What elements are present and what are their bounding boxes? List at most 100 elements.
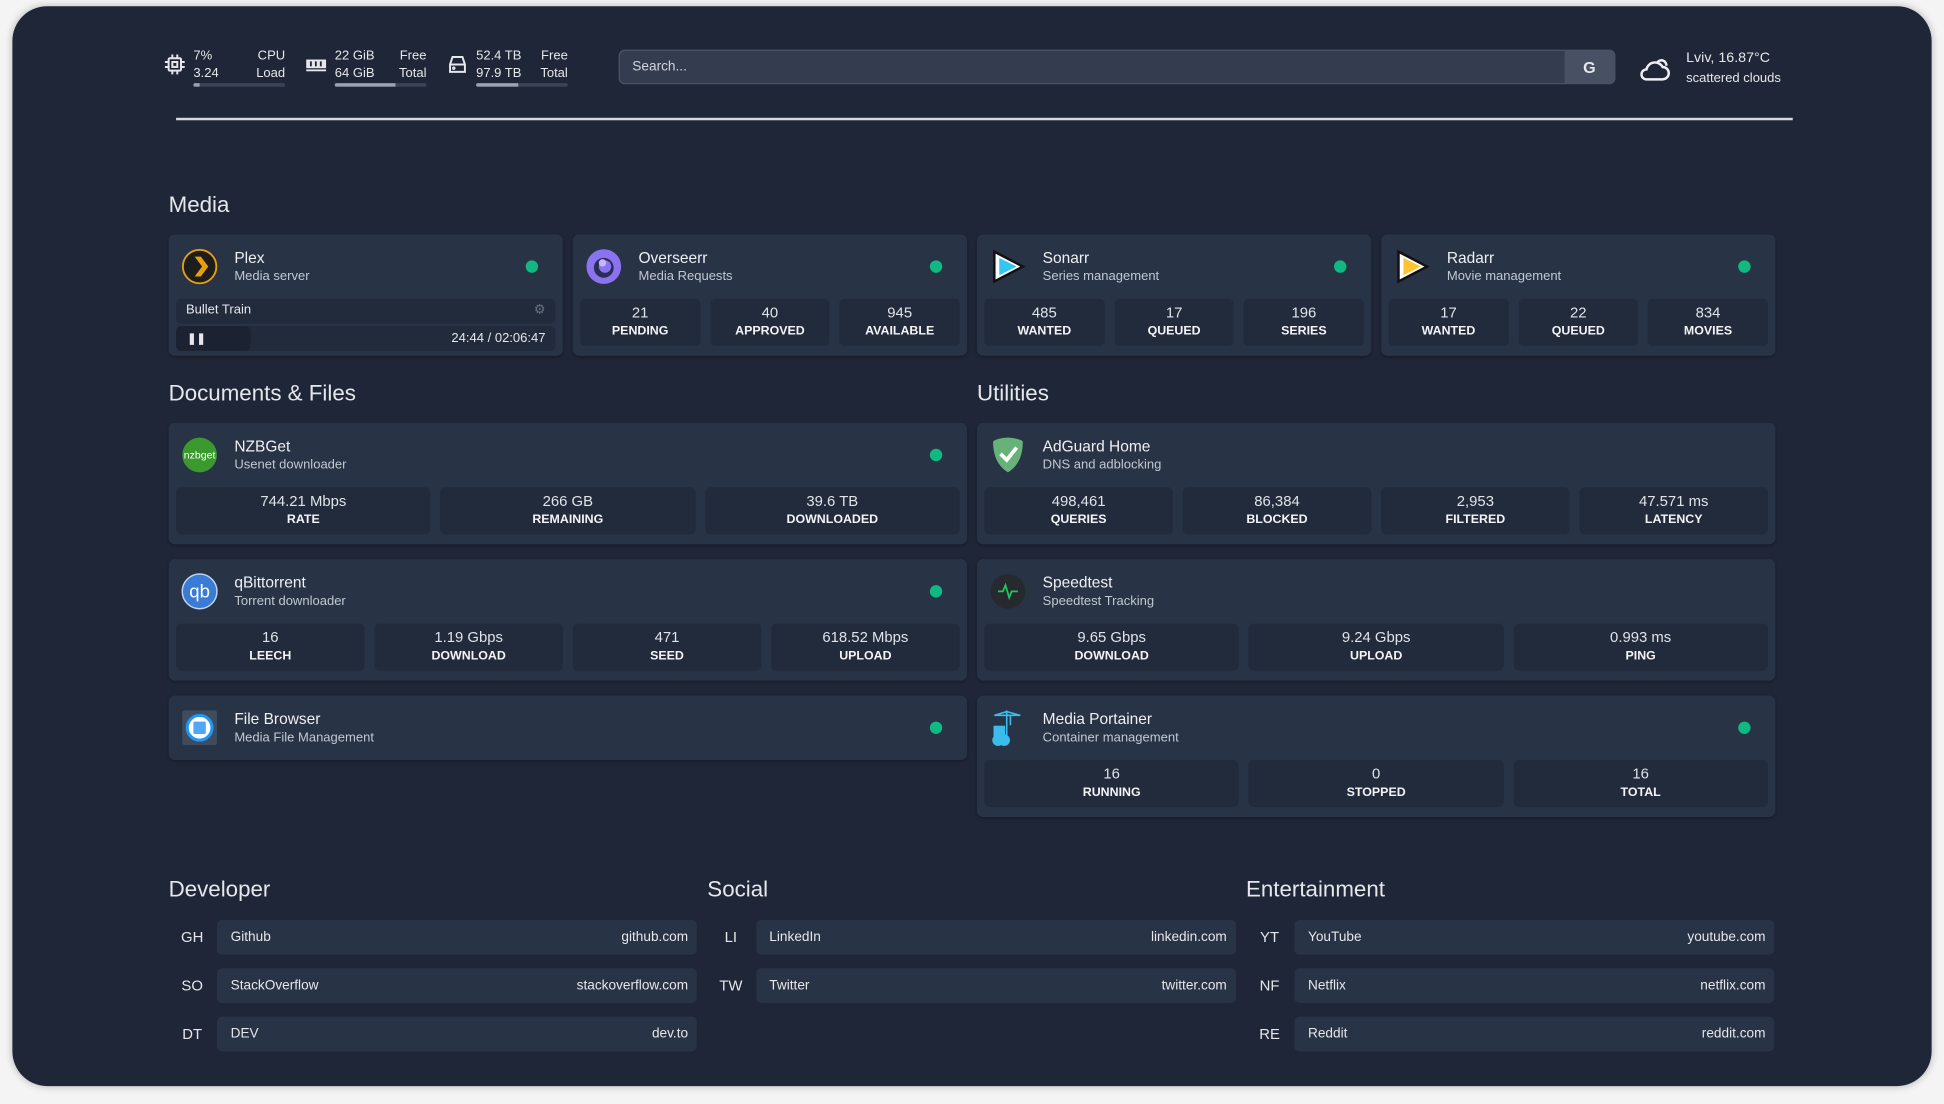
stat-label: PENDING bbox=[611, 324, 669, 339]
memory-icon bbox=[305, 53, 327, 75]
service-name[interactable]: Radarr bbox=[1446, 249, 1495, 267]
search-input[interactable] bbox=[619, 50, 1565, 84]
stat-label: DOWNLOAD bbox=[431, 649, 506, 664]
section-heading: Social bbox=[707, 876, 769, 902]
stat-value: 16 bbox=[1103, 764, 1120, 783]
bookmark-link[interactable]: Github github.com bbox=[216, 919, 697, 955]
plex-icon bbox=[181, 248, 218, 285]
stat-label: SERIES bbox=[1281, 324, 1327, 339]
stat-label: TOTAL bbox=[1620, 786, 1661, 800]
stat-block: 47.571 ms LATENCY bbox=[1579, 487, 1768, 535]
bookmark-twitter[interactable]: TW Twitter twitter.com bbox=[707, 968, 1236, 1003]
search-bar[interactable]: G bbox=[618, 49, 1616, 85]
service-name[interactable]: File Browser bbox=[234, 710, 321, 728]
stat-block: 16 TOTAL bbox=[1513, 759, 1768, 808]
section-heading: Developer bbox=[168, 876, 271, 902]
stat-value: 9.65 Gbps bbox=[1077, 628, 1147, 646]
stat-value: 618.52 Mbps bbox=[822, 628, 909, 646]
service-card-sonarr[interactable]: Sonarr Series management 485 WANTED 17 QUEUED… bbox=[976, 234, 1372, 356]
bookmark-link[interactable]: Reddit reddit.com bbox=[1294, 1016, 1775, 1052]
bookmark-dev[interactable]: DT DEV dev.to bbox=[169, 1016, 697, 1052]
stat-label: LEECH bbox=[249, 649, 292, 664]
portainer-icon bbox=[989, 709, 1026, 746]
bookmark-netflix[interactable]: NF Netflix netflix.com bbox=[1246, 968, 1775, 1003]
bookmark-link[interactable]: LinkedIn linkedin.com bbox=[755, 919, 1236, 955]
playback-time: 24:44 / 02:06:47 bbox=[451, 331, 546, 346]
stat-value: 485 bbox=[1031, 303, 1057, 322]
bookmark-abbreviation: TW bbox=[719, 976, 743, 995]
bookmark-name: DEV bbox=[230, 1026, 259, 1042]
stat-value: 21 bbox=[631, 303, 649, 322]
service-name[interactable]: NZBGet bbox=[234, 437, 291, 456]
stat-label: QUEUED bbox=[1551, 324, 1605, 339]
stat-block: 471 SEED bbox=[572, 623, 762, 671]
label: Load bbox=[256, 65, 286, 81]
resource-row: 97.9 TB Total bbox=[476, 64, 568, 81]
service-name[interactable]: AdGuard Home bbox=[1042, 437, 1151, 456]
stat-label: APPROVED bbox=[735, 324, 805, 339]
bookmark-link[interactable]: Twitter twitter.com bbox=[755, 968, 1236, 1003]
stat-value: 16 bbox=[1632, 764, 1649, 783]
service-name[interactable]: Plex bbox=[234, 249, 265, 267]
resource-cpu-usage-bar bbox=[193, 83, 286, 87]
service-card-nzbget[interactable]: nzbget NZBGet Usenet downloader 744.21 Mbps… bbox=[168, 422, 968, 545]
stat-value: 0.993 ms bbox=[1610, 628, 1672, 646]
pause-icon[interactable]: ❚❚ bbox=[187, 332, 206, 345]
stat-block: 834 MOVIES bbox=[1648, 298, 1768, 346]
now-playing-title-row: Bullet Train ⚙ bbox=[176, 298, 556, 324]
qbittorrent-icon: qb bbox=[181, 573, 218, 610]
service-name[interactable]: Media Portainer bbox=[1042, 710, 1153, 728]
progress-fill bbox=[176, 326, 251, 351]
bookmark-name: Netflix bbox=[1307, 978, 1346, 994]
service-card-speedtest[interactable]: Speedtest Speedtest Tracking 9.65 Gbps DOWN… bbox=[976, 559, 1776, 681]
service-card-overseerr[interactable]: Overseerr Media Requests 21 PENDING 40 APPROV… bbox=[572, 234, 968, 356]
service-description: Container management bbox=[1042, 730, 1179, 746]
service-card-plex[interactable]: Plex Media server Bullet Train ⚙ ❚❚ 24:44 / 0… bbox=[168, 234, 563, 356]
bookmark-stackoverflow[interactable]: SO StackOverflow stackoverflow.com bbox=[169, 968, 697, 1003]
bookmark-link[interactable]: Netflix netflix.com bbox=[1294, 968, 1775, 1003]
bookmark-name: Github bbox=[230, 929, 271, 945]
bookmark-github[interactable]: GH Github github.com bbox=[169, 919, 697, 955]
bookmark-link[interactable]: StackOverflow stackoverflow.com bbox=[216, 968, 697, 1003]
service-card-media-portainer[interactable]: Media Portainer Container management 16 RUN… bbox=[976, 695, 1776, 818]
stat-value: 9.24 Gbps bbox=[1341, 628, 1411, 646]
bookmark-abbreviation: GH bbox=[181, 928, 204, 946]
service-name[interactable]: Speedtest bbox=[1042, 574, 1113, 592]
resource-memory: 22 GiB Free 64 GiB Total bbox=[305, 47, 427, 87]
service-name[interactable]: qBittorrent bbox=[234, 574, 306, 592]
bookmark-link[interactable]: DEV dev.to bbox=[216, 1016, 697, 1052]
playback-progress[interactable]: ❚❚ 24:44 / 02:06:47 bbox=[176, 326, 556, 351]
bookmark-youtube[interactable]: YT YouTube youtube.com bbox=[1246, 919, 1775, 955]
resource-row: 64 GiB Total bbox=[335, 64, 427, 81]
service-description: Series management bbox=[1042, 269, 1160, 284]
service-card-adguard-home[interactable]: AdGuard Home DNS and adblocking 498,461 QUE… bbox=[976, 422, 1776, 545]
stat-label: LATENCY bbox=[1644, 513, 1703, 527]
stat-label: AVAILABLE bbox=[865, 324, 935, 339]
header-divider bbox=[176, 117, 1793, 121]
weather-condition: scattered clouds bbox=[1686, 70, 1781, 86]
service-name[interactable]: Overseerr bbox=[638, 249, 708, 267]
stat-label: FILTERED bbox=[1445, 513, 1506, 527]
stat-block: 16 RUNNING bbox=[984, 759, 1239, 808]
bookmark-link[interactable]: YouTube youtube.com bbox=[1294, 919, 1775, 955]
bookmark-linkedin[interactable]: LI LinkedIn linkedin.com bbox=[707, 919, 1236, 955]
stat-label: REMAINING bbox=[532, 513, 604, 527]
service-card-qbittorrent[interactable]: qb qBittorrent Torrent downloader 16 LEECH 1.… bbox=[168, 559, 968, 681]
resource-row: 3.24 Load bbox=[193, 64, 285, 81]
bookmark-reddit[interactable]: RE Reddit reddit.com bbox=[1246, 1016, 1775, 1052]
service-name[interactable]: Sonarr bbox=[1042, 249, 1090, 267]
stat-block: 0 STOPPED bbox=[1248, 759, 1504, 808]
search-provider-button[interactable]: G bbox=[1564, 50, 1615, 84]
settings-icon[interactable]: ⚙ bbox=[533, 302, 546, 318]
status-indicator bbox=[929, 585, 943, 598]
usage-fill bbox=[334, 83, 396, 87]
status-indicator bbox=[1334, 260, 1347, 273]
service-stats: 16 LEECH 1.19 Gbps DOWNLOAD 471 SEED 618.52 Mb… bbox=[176, 623, 960, 671]
bookmark-url: twitter.com bbox=[1161, 978, 1227, 994]
cpu-icon bbox=[164, 53, 186, 75]
value: 52.4 TB bbox=[476, 48, 522, 64]
service-card-file-browser[interactable]: File Browser Media File Management bbox=[168, 695, 968, 760]
bookmark-url: youtube.com bbox=[1687, 929, 1766, 945]
service-card-radarr[interactable]: Radarr Movie management 17 WANTED 22 QUEUED 83… bbox=[1381, 234, 1776, 356]
stat-label: QUERIES bbox=[1050, 513, 1107, 527]
